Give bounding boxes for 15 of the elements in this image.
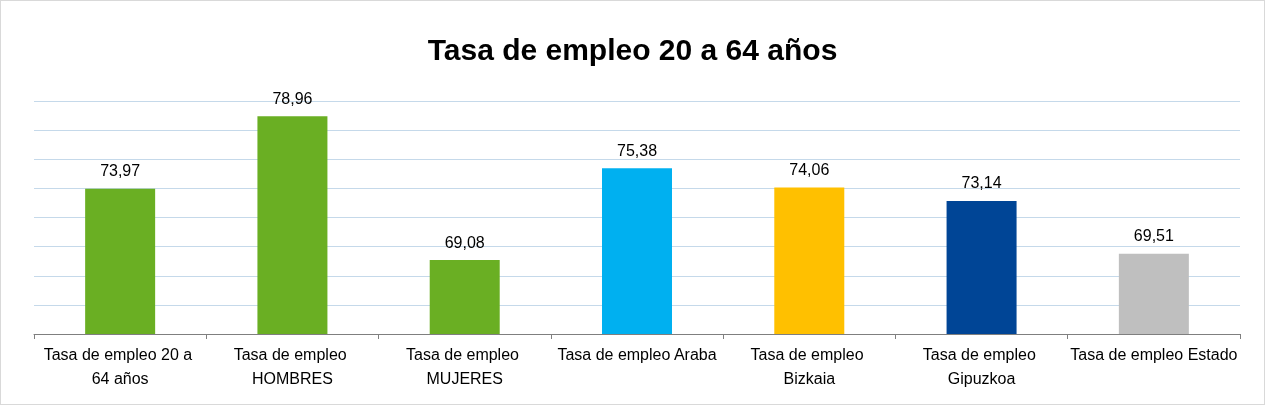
x-tick-label: Tasa de empleo Bizkaia	[750, 345, 868, 387]
x-tick-label: Tasa de empleo Estado	[1070, 345, 1238, 363]
x-tick-label: Tasa de empleo Araba	[557, 345, 717, 363]
data-label: 73,97	[100, 162, 141, 180]
data-label: 75,38	[616, 141, 658, 159]
x-tick-label: Tasa de empleo HOMBRES	[233, 345, 352, 387]
chart-title: Tasa de empleo 20 a 64 años	[427, 32, 838, 66]
data-label: 78,96	[272, 89, 313, 107]
data-label: 69,51	[1133, 227, 1174, 245]
data-label: 74,06	[789, 161, 830, 178]
x-tick-label: Tasa de empleo Gipuzkoa	[922, 345, 1041, 387]
x-tick-label: Tasa de empleo MUJERES	[406, 345, 524, 387]
data-label: 73,14	[961, 174, 1002, 192]
data-label: 69,08	[444, 233, 485, 251]
x-tick-label: Tasa de empleo 20 a 64 años	[43, 345, 197, 387]
